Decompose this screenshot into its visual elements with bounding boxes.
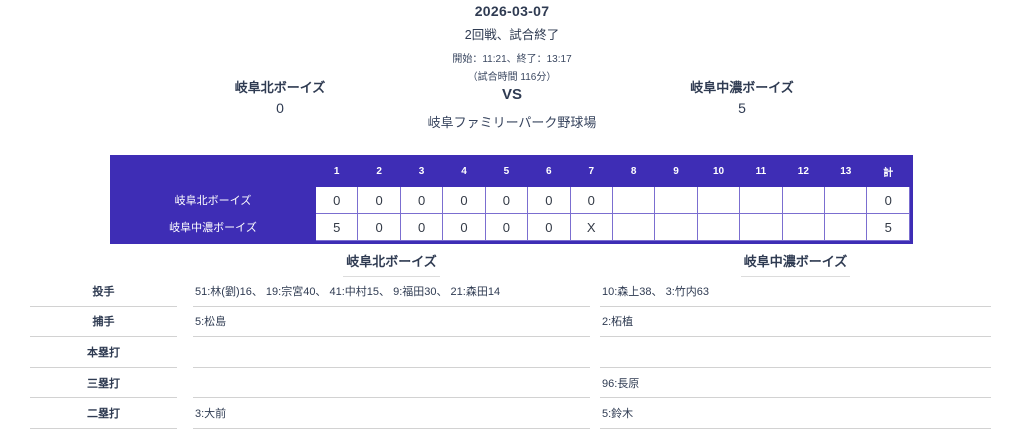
inning-header-cell: 6 (527, 155, 571, 187)
batting-pitching-stats: 投手 51:林(劉)16、 19:宗宮40、 41:中村15、 9:福田30、 … (0, 276, 1024, 429)
stats-left-team-header: 岐阜北ボーイズ (193, 251, 590, 277)
inning-header-cell: 2 (357, 155, 401, 187)
left-team-block: 岐阜北ボーイズ 0 (180, 77, 380, 116)
inning-header-cell: 11 (739, 155, 783, 187)
inning-score-cell (611, 186, 656, 214)
inning-score-cell (696, 186, 741, 214)
vs-label: VS (501, 86, 522, 103)
stat-value-left (193, 368, 590, 399)
inning-score-cell (824, 213, 868, 241)
left-team-score: 0 (276, 100, 284, 116)
inning-score-cell: 0 (442, 186, 486, 214)
game-summary-header: 2026-03-07 2回戦、試合終了 開始：11:21、終了：13:17 （試… (0, 0, 1024, 83)
venue-name: 岐阜ファミリーパーク野球場 (427, 115, 597, 130)
stat-value-right: 96:長原 (600, 368, 991, 399)
inning-score-cell: 0 (357, 213, 401, 241)
inning-score-cell (696, 213, 741, 241)
inning-header-cell: 10 (696, 155, 741, 187)
inning-score-cell (824, 186, 868, 214)
stats-right-team-link[interactable]: 岐阜中濃ボーイズ (740, 251, 851, 277)
linescore-scoreboard: 1 2 3 4 5 6 7 8 9 10 11 12 13 計 岐阜北ボーイズ … (110, 155, 913, 244)
total-header-cell: 計 (866, 155, 910, 187)
inning-score-cell: 0 (314, 186, 359, 214)
inning-score-cell: X (569, 213, 613, 241)
stat-value-left: 5:松島 (193, 307, 590, 338)
inning-header-row: 1 2 3 4 5 6 7 8 9 10 11 12 13 計 (110, 155, 910, 187)
inning-header-cell: 9 (654, 155, 698, 187)
total-score-cell: 5 (866, 213, 910, 241)
row-team-name: 岐阜北ボーイズ (110, 186, 316, 214)
right-team-block: 岐阜中濃ボーイズ 5 (642, 77, 842, 116)
inning-score-cell (611, 213, 656, 241)
inning-score-cell (781, 213, 826, 241)
stat-label: 二塁打 (30, 398, 177, 429)
left-team-name: 岐阜北ボーイズ (234, 80, 326, 95)
inning-score-cell: 5 (314, 213, 359, 241)
game-duration: （試合時間 116分） (467, 72, 557, 83)
inning-score-cell (654, 213, 698, 241)
stat-label: 三塁打 (30, 368, 177, 399)
stat-row-homeruns: 本塁打 (0, 337, 1024, 368)
inning-header-cell: 12 (781, 155, 826, 187)
stat-value-right: 2:柘植 (600, 307, 991, 338)
total-score-cell: 0 (866, 186, 910, 214)
linescore-row-right-team: 岐阜中濃ボーイズ 5 0 0 0 0 0 X 5 (110, 213, 910, 241)
inning-score-cell (654, 186, 698, 214)
inning-score-cell: 0 (399, 213, 444, 241)
round-and-status: 2回戦、試合終了 (464, 28, 560, 42)
stat-label: 投手 (30, 276, 177, 307)
inning-score-cell: 0 (442, 213, 486, 241)
inning-header-cell: 5 (484, 155, 529, 187)
stat-row-doubles: 二塁打 3:大前 5:鈴木 (0, 398, 1024, 429)
stat-row-triples: 三塁打 96:長原 (0, 368, 1024, 399)
inning-score-cell: 0 (527, 186, 571, 214)
inning-score-cell: 0 (399, 186, 444, 214)
linescore-table: 1 2 3 4 5 6 7 8 9 10 11 12 13 計 岐阜北ボーイズ … (110, 155, 910, 241)
stat-value-left (193, 337, 590, 368)
right-team-name: 岐阜中濃ボーイズ (690, 80, 794, 95)
scoreboard-corner-cell (110, 155, 316, 187)
stat-label: 本塁打 (30, 337, 177, 368)
game-date: 2026-03-07 (474, 3, 550, 19)
inning-header-cell: 1 (314, 155, 359, 187)
stats-right-team-header: 岐阜中濃ボーイズ (600, 251, 991, 277)
stat-value-right: 5:鈴木 (600, 398, 991, 429)
stat-row-pitchers: 投手 51:林(劉)16、 19:宗宮40、 41:中村15、 9:福田30、 … (0, 276, 1024, 307)
inning-score-cell (739, 186, 783, 214)
stat-label: 捕手 (30, 307, 177, 338)
inning-score-cell (781, 186, 826, 214)
inning-header-cell: 7 (569, 155, 613, 187)
start-end-times: 開始：11:21、終了：13:17 (452, 54, 572, 65)
inning-header-cell: 4 (442, 155, 486, 187)
stat-value-right: 10:森上38、 3:竹内63 (600, 276, 991, 307)
right-team-score: 5 (738, 100, 746, 116)
inning-score-cell: 0 (484, 213, 529, 241)
inning-header-cell: 8 (611, 155, 656, 187)
row-team-name: 岐阜中濃ボーイズ (110, 213, 316, 241)
inning-score-cell: 0 (569, 186, 613, 214)
inning-score-cell: 0 (527, 213, 571, 241)
matchup-row: 岐阜北ボーイズ 0 VS 岐阜中濃ボーイズ 5 (0, 77, 1024, 127)
inning-score-cell: 0 (357, 186, 401, 214)
inning-score-cell: 0 (484, 186, 529, 214)
stat-row-catchers: 捕手 5:松島 2:柘植 (0, 307, 1024, 338)
inning-header-cell: 3 (399, 155, 444, 187)
stats-left-team-link[interactable]: 岐阜北ボーイズ (343, 251, 440, 277)
stat-value-right (600, 337, 991, 368)
linescore-row-left-team: 岐阜北ボーイズ 0 0 0 0 0 0 0 0 (110, 186, 910, 214)
stat-value-left: 51:林(劉)16、 19:宗宮40、 41:中村15、 9:福田30、 21:… (193, 276, 590, 307)
inning-score-cell (739, 213, 783, 241)
inning-header-cell: 13 (824, 155, 868, 187)
stat-value-left: 3:大前 (193, 398, 590, 429)
